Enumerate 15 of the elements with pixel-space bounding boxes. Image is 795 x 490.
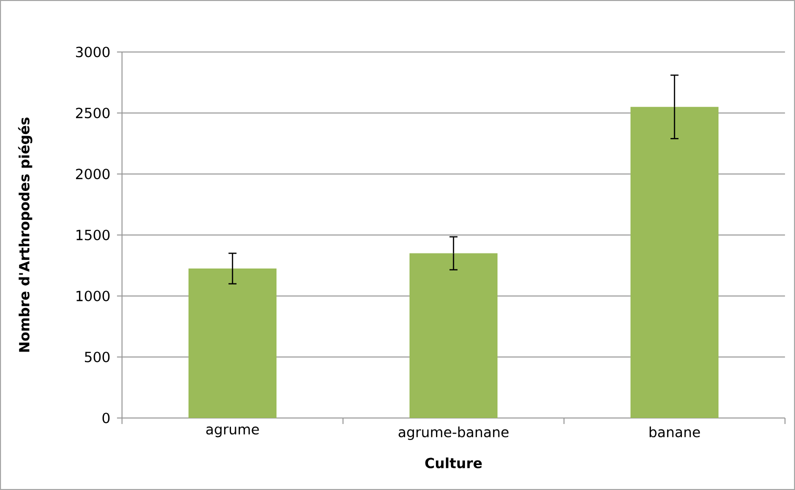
bar xyxy=(630,106,719,418)
x-axis-title: Culture xyxy=(425,458,482,468)
bar xyxy=(410,253,498,418)
y-tick-label: 2500 xyxy=(76,108,110,118)
y-tick-label: 0 xyxy=(102,412,110,424)
y-tick-label: 500 xyxy=(84,352,110,362)
y-axis-title: Nombre d'Arthropodes piégés xyxy=(18,118,32,352)
y-tick-label: 1000 xyxy=(76,290,110,302)
bar xyxy=(188,268,277,418)
x-tick-label: agrume xyxy=(206,426,259,438)
y-tick-label: 1500 xyxy=(76,230,110,240)
y-tick-label: 2000 xyxy=(76,168,110,180)
x-tick-label: banane xyxy=(650,426,700,438)
y-tick-label: 3000 xyxy=(76,46,110,58)
x-tick-label: agrume-banane xyxy=(398,426,508,440)
